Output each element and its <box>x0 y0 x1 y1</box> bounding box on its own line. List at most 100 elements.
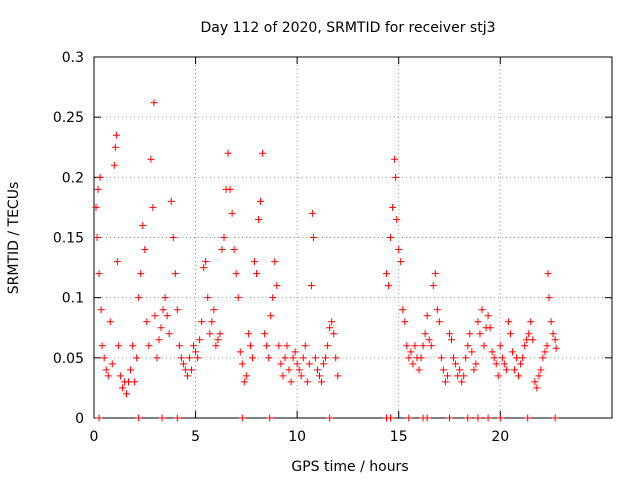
data-point <box>494 372 502 380</box>
data-point <box>401 318 409 326</box>
data-point <box>188 366 196 374</box>
data-point <box>450 354 458 362</box>
y-tick-label: 0.3 <box>62 50 84 66</box>
data-point <box>218 246 226 254</box>
data-point <box>464 342 472 350</box>
data-point <box>177 354 185 362</box>
data-point <box>95 270 103 278</box>
data-point <box>330 330 338 338</box>
data-point <box>427 342 435 350</box>
data-point <box>437 354 445 362</box>
data-point <box>395 246 403 254</box>
data-point <box>293 360 301 368</box>
data-point <box>149 203 157 211</box>
data-point <box>431 270 439 278</box>
y-tick-label: 0.15 <box>53 231 84 247</box>
data-point <box>238 360 246 368</box>
data-point <box>250 258 258 266</box>
data-point <box>439 366 447 374</box>
data-point <box>452 360 460 368</box>
data-point <box>112 131 120 139</box>
data-point <box>392 173 400 181</box>
data-point <box>261 330 269 338</box>
data-point <box>458 378 466 386</box>
data-point <box>468 348 476 356</box>
data-point <box>407 348 415 356</box>
data-point <box>214 336 222 344</box>
data-point <box>523 336 531 344</box>
data-point <box>524 414 532 422</box>
data-point <box>230 246 238 254</box>
data-point <box>415 366 423 374</box>
data-point <box>95 414 103 422</box>
data-point <box>129 342 137 350</box>
data-point <box>484 414 492 422</box>
data-point <box>496 342 504 350</box>
data-point <box>275 342 283 350</box>
data-point <box>167 197 175 205</box>
data-point <box>506 330 514 338</box>
data-point <box>131 378 139 386</box>
data-point <box>94 185 102 193</box>
data-point <box>470 366 478 374</box>
data-point <box>486 324 494 332</box>
data-point <box>480 342 488 350</box>
data-point <box>255 215 263 223</box>
data-point <box>232 270 240 278</box>
data-point <box>224 149 232 157</box>
data-point <box>502 366 510 374</box>
data-point <box>111 143 119 151</box>
data-point <box>472 360 480 368</box>
data-point <box>93 234 101 241</box>
data-point <box>311 354 319 362</box>
x-tick-label: 5 <box>191 429 200 445</box>
data-point <box>539 354 547 362</box>
data-point <box>549 330 557 338</box>
data-point <box>445 414 453 422</box>
data-point <box>537 366 545 374</box>
data-point <box>498 354 506 362</box>
data-point <box>266 414 274 422</box>
x-axis-label: GPS time / hours <box>291 459 408 475</box>
data-point <box>508 348 516 356</box>
data-point <box>552 344 560 352</box>
data-point <box>171 270 179 278</box>
data-point <box>281 354 289 362</box>
data-point <box>147 155 155 163</box>
data-point <box>423 414 431 422</box>
data-point <box>153 354 161 362</box>
data-point <box>504 318 512 326</box>
data-point <box>190 342 198 350</box>
data-point <box>527 318 535 326</box>
data-point <box>417 354 425 362</box>
data-point <box>150 99 158 107</box>
data-point <box>496 414 504 422</box>
data-point <box>403 342 411 350</box>
data-point <box>393 215 401 223</box>
data-point <box>220 234 228 241</box>
data-point <box>545 294 553 302</box>
data-point <box>529 336 537 344</box>
data-point <box>123 390 131 398</box>
data-point <box>397 258 405 266</box>
data-point <box>541 348 549 356</box>
data-point <box>399 306 407 314</box>
data-point <box>242 372 250 380</box>
y-tick-label: 0.2 <box>62 170 84 186</box>
data-point <box>318 378 326 386</box>
x-tick-label: 10 <box>288 429 306 445</box>
data-point <box>236 348 244 356</box>
y-tick-label: 0 <box>75 411 84 427</box>
data-point <box>259 149 267 157</box>
data-point <box>492 360 500 368</box>
data-point <box>285 366 293 374</box>
data-point <box>267 312 275 320</box>
data-point <box>145 342 153 350</box>
data-point <box>263 342 271 350</box>
data-point <box>157 324 165 332</box>
data-point <box>269 294 277 302</box>
data-point <box>307 282 315 290</box>
data-point <box>206 330 214 338</box>
data-point <box>385 282 393 290</box>
data-point <box>118 384 126 392</box>
